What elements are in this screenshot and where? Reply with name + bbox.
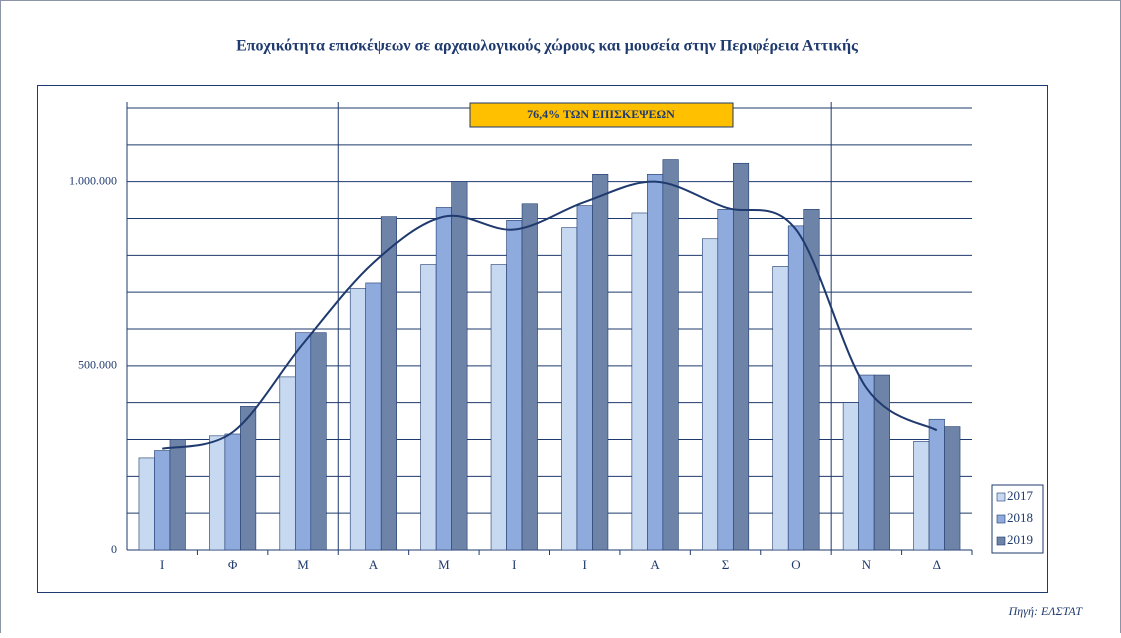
bar <box>576 205 593 551</box>
bar <box>420 264 437 551</box>
bar <box>490 264 507 551</box>
bar <box>647 174 664 551</box>
bar <box>631 212 648 551</box>
bar <box>435 207 452 551</box>
y-tick-label: 500.000 <box>78 358 117 372</box>
legend-label: 2017 <box>1007 488 1034 503</box>
x-tick-label: Ι <box>583 557 587 572</box>
bar <box>240 406 257 551</box>
bar <box>701 238 719 551</box>
bar <box>787 225 805 551</box>
x-tick-label: Ο <box>791 557 800 572</box>
bar <box>169 439 186 551</box>
trend-line <box>161 180 938 450</box>
x-tick-label: Δ <box>933 557 941 572</box>
legend-swatch <box>996 536 1006 546</box>
x-tick-label: Ι <box>160 557 164 572</box>
bar <box>279 376 296 551</box>
x-tick-label: Α <box>369 557 379 572</box>
x-tick-label: Σ <box>722 557 730 572</box>
bar <box>365 282 382 551</box>
bar <box>944 426 961 551</box>
source: Πηγή: ΕΛΣΤΑΤ <box>1008 604 1084 618</box>
legend-swatch <box>996 492 1006 502</box>
bar <box>521 203 538 551</box>
chart-frame <box>37 85 1048 593</box>
bar <box>592 174 609 551</box>
bar <box>842 402 859 551</box>
bar <box>732 162 750 551</box>
bar <box>380 216 398 551</box>
bar <box>294 332 312 551</box>
bar <box>209 435 226 551</box>
bar <box>561 227 578 551</box>
legend-swatch <box>996 514 1006 524</box>
x-tick-label: Μ <box>297 557 309 572</box>
x-tick-label: Φ <box>228 557 238 572</box>
bar <box>662 159 679 551</box>
annotation: 76,4% ΤΩΝ ΕΠΙΣΚΕΨΕΩΝ <box>527 107 675 121</box>
annotation-box <box>469 102 734 128</box>
x-tick-label: Ν <box>862 557 872 572</box>
y-tick-label: 1.000.000 <box>69 173 117 187</box>
chart-title: Εποχικότητα επισκέψεων σε αρχαιολογικούς… <box>236 38 858 55</box>
x-tick-label: Α <box>650 557 660 572</box>
bar <box>858 374 875 551</box>
legend-label: 2019 <box>1007 532 1033 547</box>
bar <box>451 181 468 551</box>
bar <box>717 208 734 551</box>
bar <box>349 288 367 551</box>
bar <box>138 457 155 551</box>
bar <box>224 433 241 551</box>
bar <box>310 332 327 551</box>
legend-label: 2018 <box>1007 510 1033 525</box>
bar <box>873 374 890 551</box>
bar <box>913 441 930 551</box>
bar <box>506 220 523 551</box>
bar <box>928 418 945 551</box>
bar <box>154 450 171 551</box>
x-tick-label: Ι <box>512 557 516 572</box>
bar <box>772 266 789 551</box>
x-tick-label: Μ <box>438 557 450 572</box>
bar <box>803 208 820 551</box>
y-tick-label: 0 <box>111 542 117 556</box>
